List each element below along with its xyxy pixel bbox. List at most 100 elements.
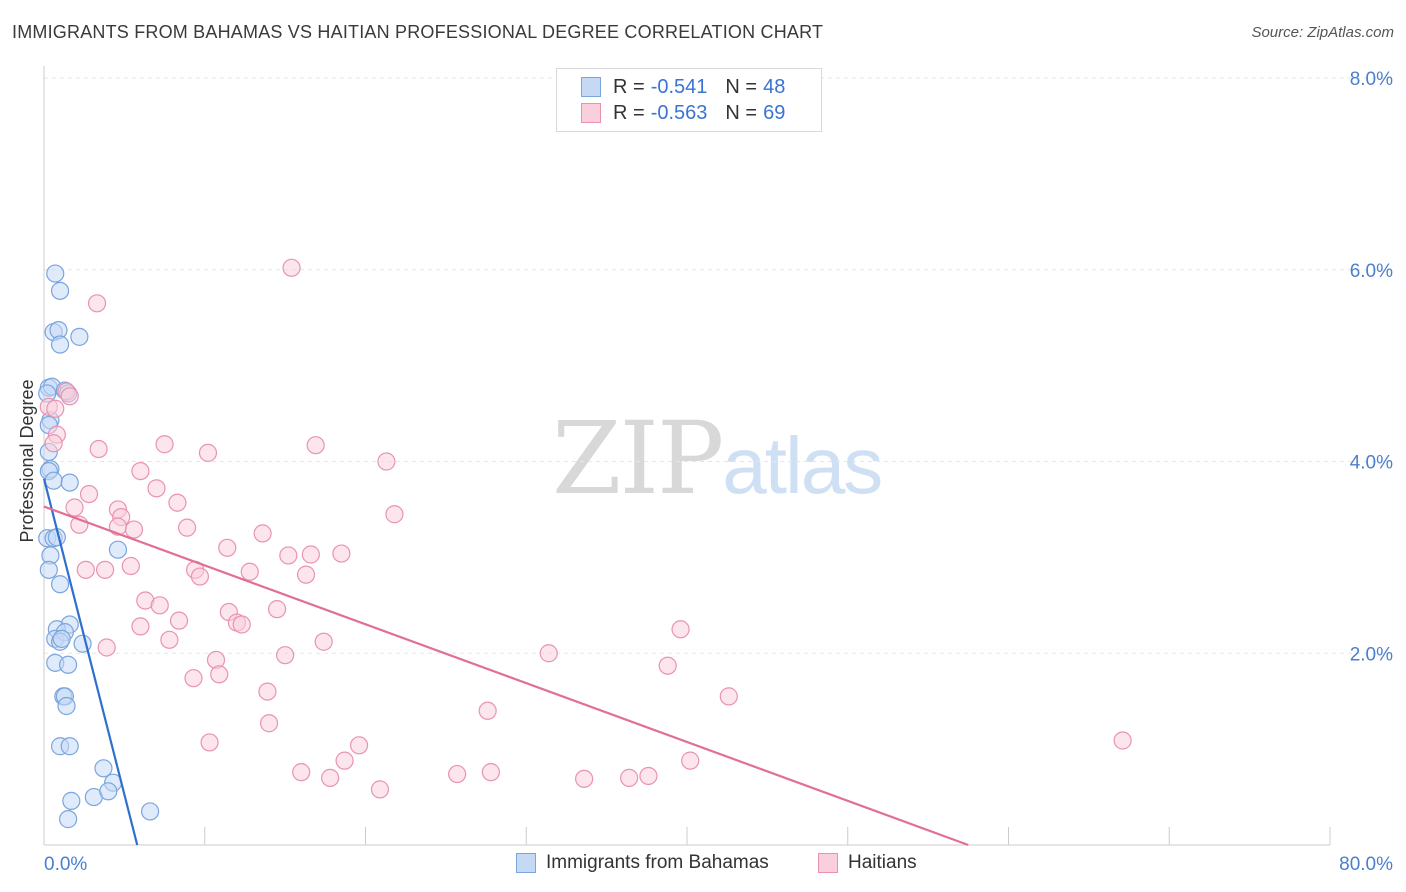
haitians-point bbox=[575, 769, 594, 788]
haitians-point bbox=[296, 565, 316, 584]
bottom-legend-haitians: Haitians bbox=[818, 852, 917, 874]
bottom-legend-swatch-haitians bbox=[818, 853, 838, 873]
bahamas-point bbox=[44, 471, 63, 490]
haitians-point bbox=[321, 768, 340, 787]
legend-swatch-haitians bbox=[581, 103, 601, 123]
haitians-point bbox=[155, 435, 174, 454]
haitians-point bbox=[210, 665, 229, 684]
haitians-point bbox=[259, 714, 279, 733]
axes bbox=[43, 66, 1331, 846]
haitians-point bbox=[253, 524, 272, 543]
bahamas-point bbox=[50, 335, 70, 354]
haitians-point bbox=[478, 701, 497, 720]
series-bahamas-points bbox=[38, 264, 160, 829]
watermark-zip: ZIP bbox=[552, 400, 724, 517]
bottom-legend-swatch-bahamas bbox=[516, 853, 536, 873]
haitians-point bbox=[681, 751, 700, 770]
haitians-point bbox=[267, 600, 287, 619]
haitians-point bbox=[124, 520, 144, 539]
haitians-point bbox=[332, 544, 351, 563]
bahamas-point bbox=[52, 629, 71, 648]
haitians-point bbox=[177, 518, 197, 537]
haitians-point bbox=[131, 461, 150, 481]
y-axis-label: Professional Degree bbox=[17, 379, 37, 542]
bottom-legend-label-bahamas: Immigrants from Bahamas bbox=[546, 852, 769, 873]
bahamas-point bbox=[62, 791, 81, 810]
haitians-point bbox=[258, 682, 277, 701]
x-tick-label: 80.0% bbox=[1339, 854, 1393, 875]
axis-labels: 2.0% 4.0% 6.0% 8.0% 0.0% 80.0% Professional De… bbox=[17, 69, 1393, 875]
bahamas-point bbox=[50, 281, 70, 300]
haitians-point bbox=[1113, 731, 1132, 750]
haitians-point bbox=[150, 596, 169, 615]
haitians-point bbox=[292, 763, 311, 782]
haitians-point bbox=[276, 646, 295, 665]
bahamas-trend-line bbox=[42, 478, 139, 846]
haitians-point bbox=[168, 493, 187, 512]
legend-r-value: -0.563 bbox=[650, 101, 708, 124]
y-tick-label: 4.0% bbox=[1350, 453, 1393, 474]
bahamas-point bbox=[70, 327, 89, 346]
haitians-point bbox=[218, 538, 237, 557]
bahamas-point bbox=[50, 575, 70, 594]
haitians-point bbox=[147, 479, 166, 498]
haitians-point bbox=[95, 560, 115, 579]
haitians-point bbox=[131, 617, 150, 636]
haitians-point bbox=[306, 436, 325, 455]
haitians-point bbox=[671, 620, 690, 639]
haitians-point bbox=[282, 258, 301, 277]
haitians-point bbox=[232, 615, 251, 634]
haitians-point bbox=[448, 764, 467, 784]
haitians-point bbox=[160, 630, 179, 649]
legend-swatch-bahamas bbox=[581, 77, 601, 97]
y-tick-label: 8.0% bbox=[1350, 69, 1393, 90]
haitians-point bbox=[539, 644, 558, 663]
legend-r-value: -0.541 bbox=[650, 75, 708, 98]
legend-n-label: N = bbox=[725, 75, 758, 98]
haitians-point bbox=[79, 484, 99, 504]
haitians-point bbox=[184, 669, 203, 688]
bahamas-point bbox=[39, 560, 58, 579]
series-haitians-points bbox=[39, 258, 1132, 799]
source-label: Source: ZipAtlas.com bbox=[1251, 24, 1394, 41]
haitians-point bbox=[240, 562, 259, 581]
chart-title: IMMIGRANTS FROM BAHAMAS VS HAITIAN PROFE… bbox=[12, 22, 824, 42]
bahamas-point bbox=[57, 696, 76, 716]
haitians-point bbox=[620, 768, 639, 787]
bahamas-point bbox=[59, 655, 78, 674]
haitians-point bbox=[335, 751, 354, 770]
haitians-point bbox=[370, 780, 390, 799]
haitians-point bbox=[314, 632, 333, 651]
haitians-point bbox=[639, 766, 658, 786]
haitians-point bbox=[190, 567, 210, 586]
x-tick-label: 0.0% bbox=[44, 854, 87, 875]
legend-n-value: 48 bbox=[763, 75, 786, 98]
legend-n-label: N = bbox=[725, 101, 758, 124]
haitians-point bbox=[385, 505, 404, 524]
watermark: ZIPatlas bbox=[552, 400, 883, 517]
haitians-point bbox=[279, 546, 298, 565]
bahamas-point bbox=[108, 540, 128, 559]
haitians-point bbox=[377, 452, 396, 471]
haitians-point bbox=[60, 387, 79, 406]
haitians-point bbox=[46, 399, 65, 418]
bahamas-point bbox=[140, 802, 160, 821]
legend-row-bahamas: R = -0.541 N = 48 bbox=[581, 74, 785, 100]
haitians-trend-line bbox=[43, 505, 969, 847]
legend-r-label: R = bbox=[613, 75, 645, 98]
bahamas-point bbox=[99, 782, 118, 801]
haitians-point bbox=[121, 556, 140, 576]
haitians-point bbox=[65, 498, 84, 517]
haitians-point bbox=[76, 560, 95, 579]
y-tick-label: 6.0% bbox=[1350, 261, 1393, 282]
haitians-point bbox=[89, 439, 108, 459]
legend-row-haitians: R = -0.563 N = 69 bbox=[581, 100, 785, 126]
bahamas-point bbox=[60, 473, 79, 492]
haitians-point bbox=[200, 733, 219, 752]
bahamas-point bbox=[59, 810, 78, 829]
haitians-point bbox=[349, 736, 369, 755]
haitians-point bbox=[301, 545, 320, 564]
bottom-legend-bahamas: Immigrants from Bahamas bbox=[516, 852, 769, 874]
haitians-point bbox=[97, 638, 116, 657]
